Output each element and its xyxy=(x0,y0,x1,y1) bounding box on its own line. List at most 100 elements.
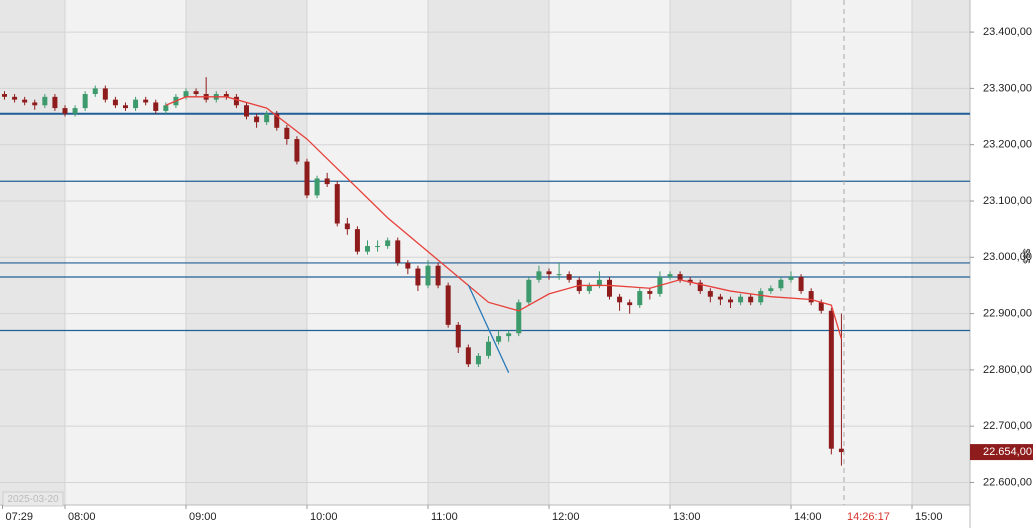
candle-body xyxy=(233,96,239,106)
candle-body xyxy=(818,302,824,311)
x-tick-label: 11:00 xyxy=(431,511,458,523)
candle-body xyxy=(72,108,78,114)
candle-body xyxy=(637,291,643,306)
x-tick-label: 10:00 xyxy=(310,511,338,523)
x-tick-label: 14:00 xyxy=(794,511,822,523)
x-tick-label: 13:00 xyxy=(673,511,701,523)
candle-body xyxy=(546,271,552,275)
y-tick-label: 22.600,00 xyxy=(983,476,1032,488)
candle-body xyxy=(294,139,300,162)
candle-body xyxy=(183,91,189,97)
candle-body xyxy=(667,274,673,277)
candle-body xyxy=(496,336,502,342)
y-tick-label: 22.900,00 xyxy=(983,307,1032,319)
candle-body xyxy=(768,288,774,292)
candle-body xyxy=(748,296,754,303)
y-tick-label: 22.800,00 xyxy=(983,364,1032,376)
candle-body xyxy=(324,178,330,185)
candle-body xyxy=(274,113,280,128)
candle-body xyxy=(788,276,794,280)
candle-body xyxy=(62,108,68,114)
current-time-label: 14:26:17 xyxy=(847,511,890,523)
hour-band xyxy=(549,0,670,505)
candle-body xyxy=(22,99,28,103)
y-tick-label: 23.400,00 xyxy=(983,26,1032,38)
candle-body xyxy=(586,285,592,292)
current-time-box xyxy=(843,508,894,526)
candle-body xyxy=(728,299,733,303)
hour-band xyxy=(912,0,970,505)
candle-body xyxy=(2,94,7,97)
y-tick-label: 23.200,00 xyxy=(983,139,1032,151)
candle-body xyxy=(112,99,118,106)
candle-body xyxy=(506,333,512,337)
candle-body xyxy=(455,324,461,348)
candle-body xyxy=(405,262,411,269)
candle-body xyxy=(365,246,370,252)
x-tick-label: 07:29 xyxy=(5,511,33,523)
candle-body xyxy=(536,271,542,280)
x-tick-label: 09:00 xyxy=(189,511,217,523)
candle-body xyxy=(798,276,804,292)
candle-body xyxy=(778,279,784,289)
date-box xyxy=(2,491,64,507)
date-label: 2025-03-20 xyxy=(7,494,59,505)
hour-band xyxy=(791,0,912,505)
candle-body xyxy=(92,88,98,95)
candle-body xyxy=(153,102,159,111)
currency-marker: $$$ xyxy=(1022,248,1032,263)
candle-body xyxy=(758,291,764,303)
candle-body xyxy=(12,96,18,100)
candle-body xyxy=(647,291,653,294)
candle-body xyxy=(244,105,249,117)
candle-body xyxy=(445,285,451,325)
x-tick-label: 12:00 xyxy=(552,511,580,523)
candle-body xyxy=(717,296,723,300)
candle-body xyxy=(465,347,471,365)
candle-body xyxy=(385,240,391,247)
candle-body xyxy=(264,113,270,123)
candle-body xyxy=(828,310,834,449)
candle-body xyxy=(314,178,320,196)
candle-body xyxy=(738,296,744,303)
candle-body xyxy=(375,246,381,248)
candle-body xyxy=(687,279,693,283)
candle-body xyxy=(193,91,199,95)
candle-body xyxy=(163,105,169,111)
candle-body xyxy=(617,296,623,303)
hour-band xyxy=(186,0,307,505)
candle-body xyxy=(254,116,260,123)
candle-body xyxy=(102,88,108,100)
x-tick-label: 08:00 xyxy=(68,511,96,523)
hour-band xyxy=(670,0,791,505)
axis-panel xyxy=(970,0,1033,528)
y-tick-label: 23.100,00 xyxy=(983,195,1032,207)
x-tick-label: 15:00 xyxy=(915,511,943,523)
last-price-box xyxy=(970,444,1033,461)
candle-body xyxy=(334,184,340,224)
candle-body xyxy=(808,291,814,303)
y-tick-label: 23.300,00 xyxy=(983,82,1032,94)
y-tick-label: 22.700,00 xyxy=(983,420,1032,432)
candle-body xyxy=(395,240,401,263)
candle-body xyxy=(52,96,58,109)
candle-body xyxy=(707,291,713,297)
candle-body xyxy=(344,223,350,230)
candle-body xyxy=(133,99,139,109)
candle-body xyxy=(32,102,38,106)
candle-body xyxy=(123,105,128,109)
candle-body xyxy=(697,282,703,292)
candle-body xyxy=(354,229,360,252)
time-axis-panel xyxy=(0,505,970,528)
candle-body xyxy=(284,127,290,140)
candle-body xyxy=(838,448,844,453)
candle-body xyxy=(143,99,149,103)
candle-body xyxy=(566,274,572,280)
candle-body xyxy=(607,279,612,297)
moving-average xyxy=(165,96,843,340)
candle-body xyxy=(223,94,229,97)
candle-body xyxy=(304,161,310,196)
hour-band xyxy=(428,0,549,505)
last-price-label: 22.654,00 xyxy=(983,446,1032,458)
